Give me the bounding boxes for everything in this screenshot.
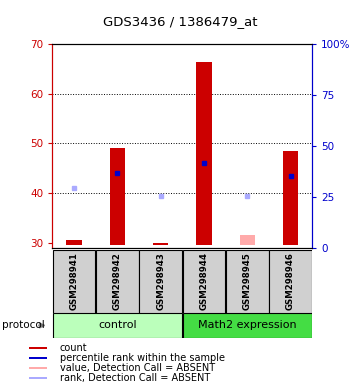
Bar	[53, 250, 95, 313]
Text: GSM298945: GSM298945	[243, 252, 252, 310]
Text: GSM298944: GSM298944	[200, 252, 208, 310]
Text: control: control	[98, 320, 136, 331]
Text: percentile rank within the sample: percentile rank within the sample	[60, 353, 225, 363]
Text: GSM298946: GSM298946	[286, 252, 295, 310]
Bar	[66, 240, 82, 245]
Bar	[240, 235, 255, 245]
Bar	[29, 347, 47, 349]
Bar	[183, 313, 312, 338]
Bar	[110, 148, 125, 245]
Bar	[29, 357, 47, 359]
Bar	[96, 250, 139, 313]
Text: rank, Detection Call = ABSENT: rank, Detection Call = ABSENT	[60, 373, 210, 383]
Bar	[226, 250, 269, 313]
Text: GDS3436 / 1386479_at: GDS3436 / 1386479_at	[103, 15, 258, 28]
Bar	[196, 61, 212, 245]
Text: GSM298943: GSM298943	[156, 252, 165, 310]
Bar	[269, 250, 312, 313]
Bar	[283, 151, 298, 245]
Text: GSM298941: GSM298941	[70, 252, 78, 310]
Bar	[153, 243, 168, 245]
Text: GSM298942: GSM298942	[113, 252, 122, 310]
Text: protocol: protocol	[2, 320, 44, 331]
Bar	[29, 367, 47, 369]
Bar	[139, 250, 182, 313]
Bar	[53, 313, 182, 338]
Text: Math2 expression: Math2 expression	[198, 320, 297, 331]
Bar	[29, 377, 47, 379]
Bar	[183, 250, 225, 313]
Text: value, Detection Call = ABSENT: value, Detection Call = ABSENT	[60, 363, 215, 373]
Text: count: count	[60, 343, 87, 353]
